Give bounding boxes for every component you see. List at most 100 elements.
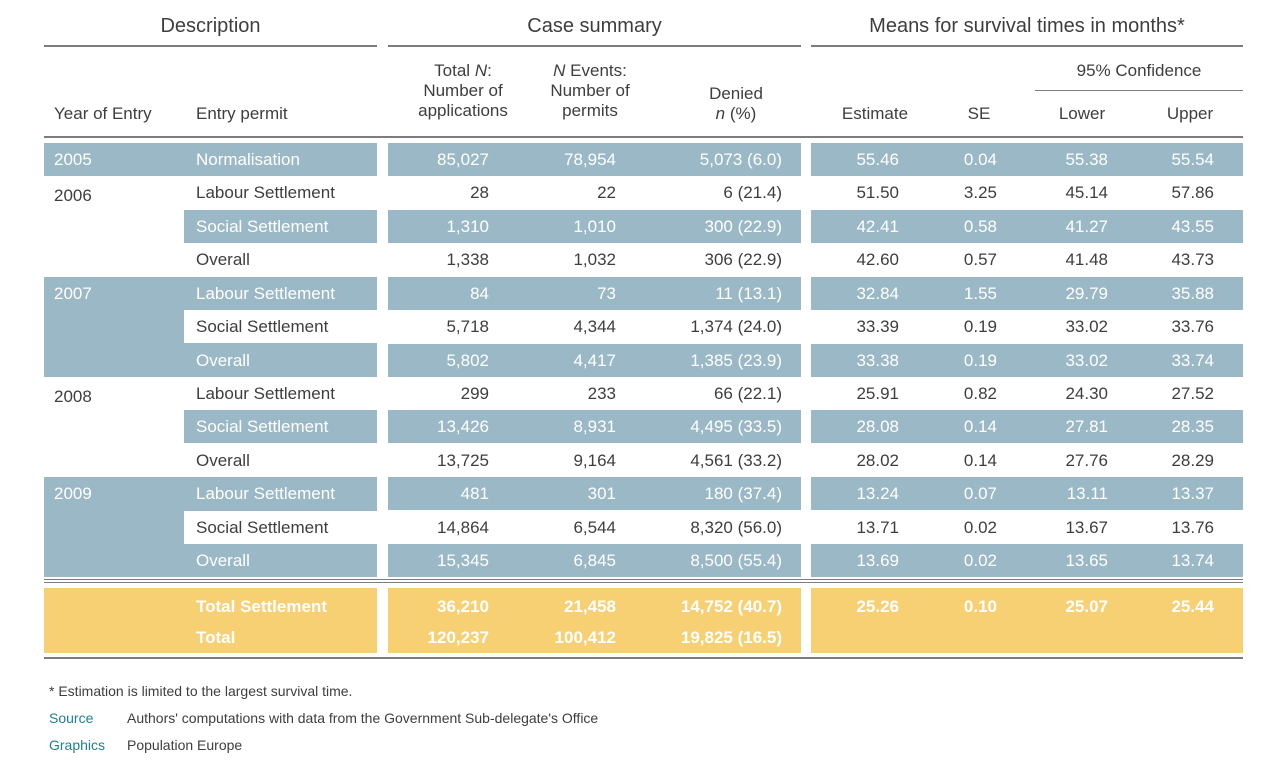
cell-se: 0.19 [963,351,997,370]
cell-lower: 41.48 [1065,250,1108,269]
group-header-means: Means for survival times in months* [869,15,1185,37]
cell-total: 299 [460,384,489,403]
cell-denied: 66 (22.1) [713,384,782,403]
cell-denied: 300 (22.9) [704,217,783,236]
cell-estimate: 42.60 [856,250,899,269]
cell-events: 1,032 [573,250,616,269]
cell-year [54,246,174,279]
case-band [388,277,801,310]
cell-denied: 1,374 (24.0) [690,317,782,336]
cell-year: 2007 [54,284,92,303]
cell-denied: 306 (22.9) [704,250,783,269]
cell-total: 13,725 [437,451,489,470]
cell-total: 84 [470,284,489,303]
case-band [388,410,801,443]
cell-estimate: 28.08 [856,417,899,436]
cell-se: 0.58 [963,217,997,236]
cell-permit: Overall [196,551,250,570]
cell-permit: Overall [196,351,250,370]
case-band [388,210,801,243]
cell-total: 5,718 [446,317,489,336]
cell-permit: Overall [196,250,250,269]
cell-permit: Social Settlement [196,217,329,236]
means-band [811,277,1243,310]
means-band [811,143,1243,176]
cell-upper: 27.52 [1171,384,1214,403]
cell-total: 481 [460,484,489,503]
total-cell-lower [1040,621,1108,654]
cell-events: 4,344 [573,317,616,336]
col-header-events: N Events: Number of permits [550,61,630,120]
case-band [388,344,801,377]
group-rule-case-summary [388,45,801,47]
cell-upper: 33.76 [1171,317,1214,336]
cell-year [54,310,174,343]
group-header-case-summary: Case summary [527,15,662,37]
cell-permit: Social Settlement [196,317,329,336]
cell-estimate: 55.46 [856,150,899,169]
cell-events: 6,845 [573,551,616,570]
total-cell-denied: 14,752 (40.7) [680,597,782,616]
cell-lower: 33.02 [1065,317,1108,336]
permit-cell-bg [184,310,377,343]
cell-se: 0.02 [963,518,997,537]
cell-upper: 55.54 [1171,150,1214,169]
cell-se: 0.19 [963,317,997,336]
means-band [811,210,1243,243]
means-band [811,410,1243,443]
permit-cell-bg [184,511,377,544]
cell-total: 1,310 [446,217,489,236]
col-header-ci: 95% Confidence [1076,61,1202,80]
cell-denied: 1,385 (23.9) [690,351,782,370]
col-header-total-n: Total N: Number of applications [418,61,508,120]
totals-top-rule-1 [44,579,1243,580]
cell-denied: 6 (21.4) [723,183,782,202]
total-cell-denied: 19,825 (16.5) [680,628,782,647]
cell-events: 301 [587,484,616,503]
cell-lower: 13.65 [1065,551,1108,570]
cell-upper: 28.29 [1171,451,1214,470]
total-cell-estimate [815,621,899,654]
cell-denied: 4,561 (33.2) [690,451,782,470]
cell-year: 2005 [54,150,92,169]
cell-permit: Labour Settlement [196,484,335,503]
cell-total: 14,864 [437,518,489,537]
cell-events: 22 [597,183,616,202]
cell-total: 1,338 [446,250,489,269]
cell-upper: 57.86 [1171,183,1214,202]
cell-events: 73 [597,284,616,303]
cell-estimate: 28.02 [856,451,899,470]
cell-year [54,447,174,480]
total-cell-events: 100,412 [554,628,616,647]
cell-estimate: 51.50 [856,183,899,202]
header-bottom-rule [44,136,1243,138]
cell-permit: Labour Settlement [196,183,335,202]
cell-year: 2008 [54,387,92,406]
cell-estimate: 25.91 [856,384,899,403]
cell-se: 0.14 [963,417,997,436]
total-cell-total: 36,210 [437,597,489,616]
total-cell-se: 0.10 [963,597,997,616]
source-label: Source [49,710,94,726]
cell-estimate: 13.69 [856,551,899,570]
total-cell-permit: Total Settlement [196,597,327,616]
cell-year [54,544,174,577]
cell-events: 6,544 [573,518,616,537]
total-cell-total: 120,237 [427,628,489,647]
cell-lower: 24.30 [1065,384,1108,403]
cell-events: 233 [587,384,616,403]
cell-lower: 27.76 [1065,451,1108,470]
total-cell-upper [1150,621,1214,654]
col-header-lower: Lower [1058,104,1106,123]
cell-lower: 29.79 [1065,284,1108,303]
totals-band [811,588,1243,653]
col-header-permit: Entry permit [196,104,288,123]
ci-rule [1035,90,1243,91]
cell-se: 0.14 [963,451,997,470]
cell-upper: 35.88 [1171,284,1214,303]
total-cell-events: 21,458 [564,597,616,616]
total-cell-permit: Total [196,628,236,647]
cell-se: 0.57 [963,250,997,269]
cell-lower: 27.81 [1065,417,1108,436]
graphics-text: Population Europe [127,737,243,753]
